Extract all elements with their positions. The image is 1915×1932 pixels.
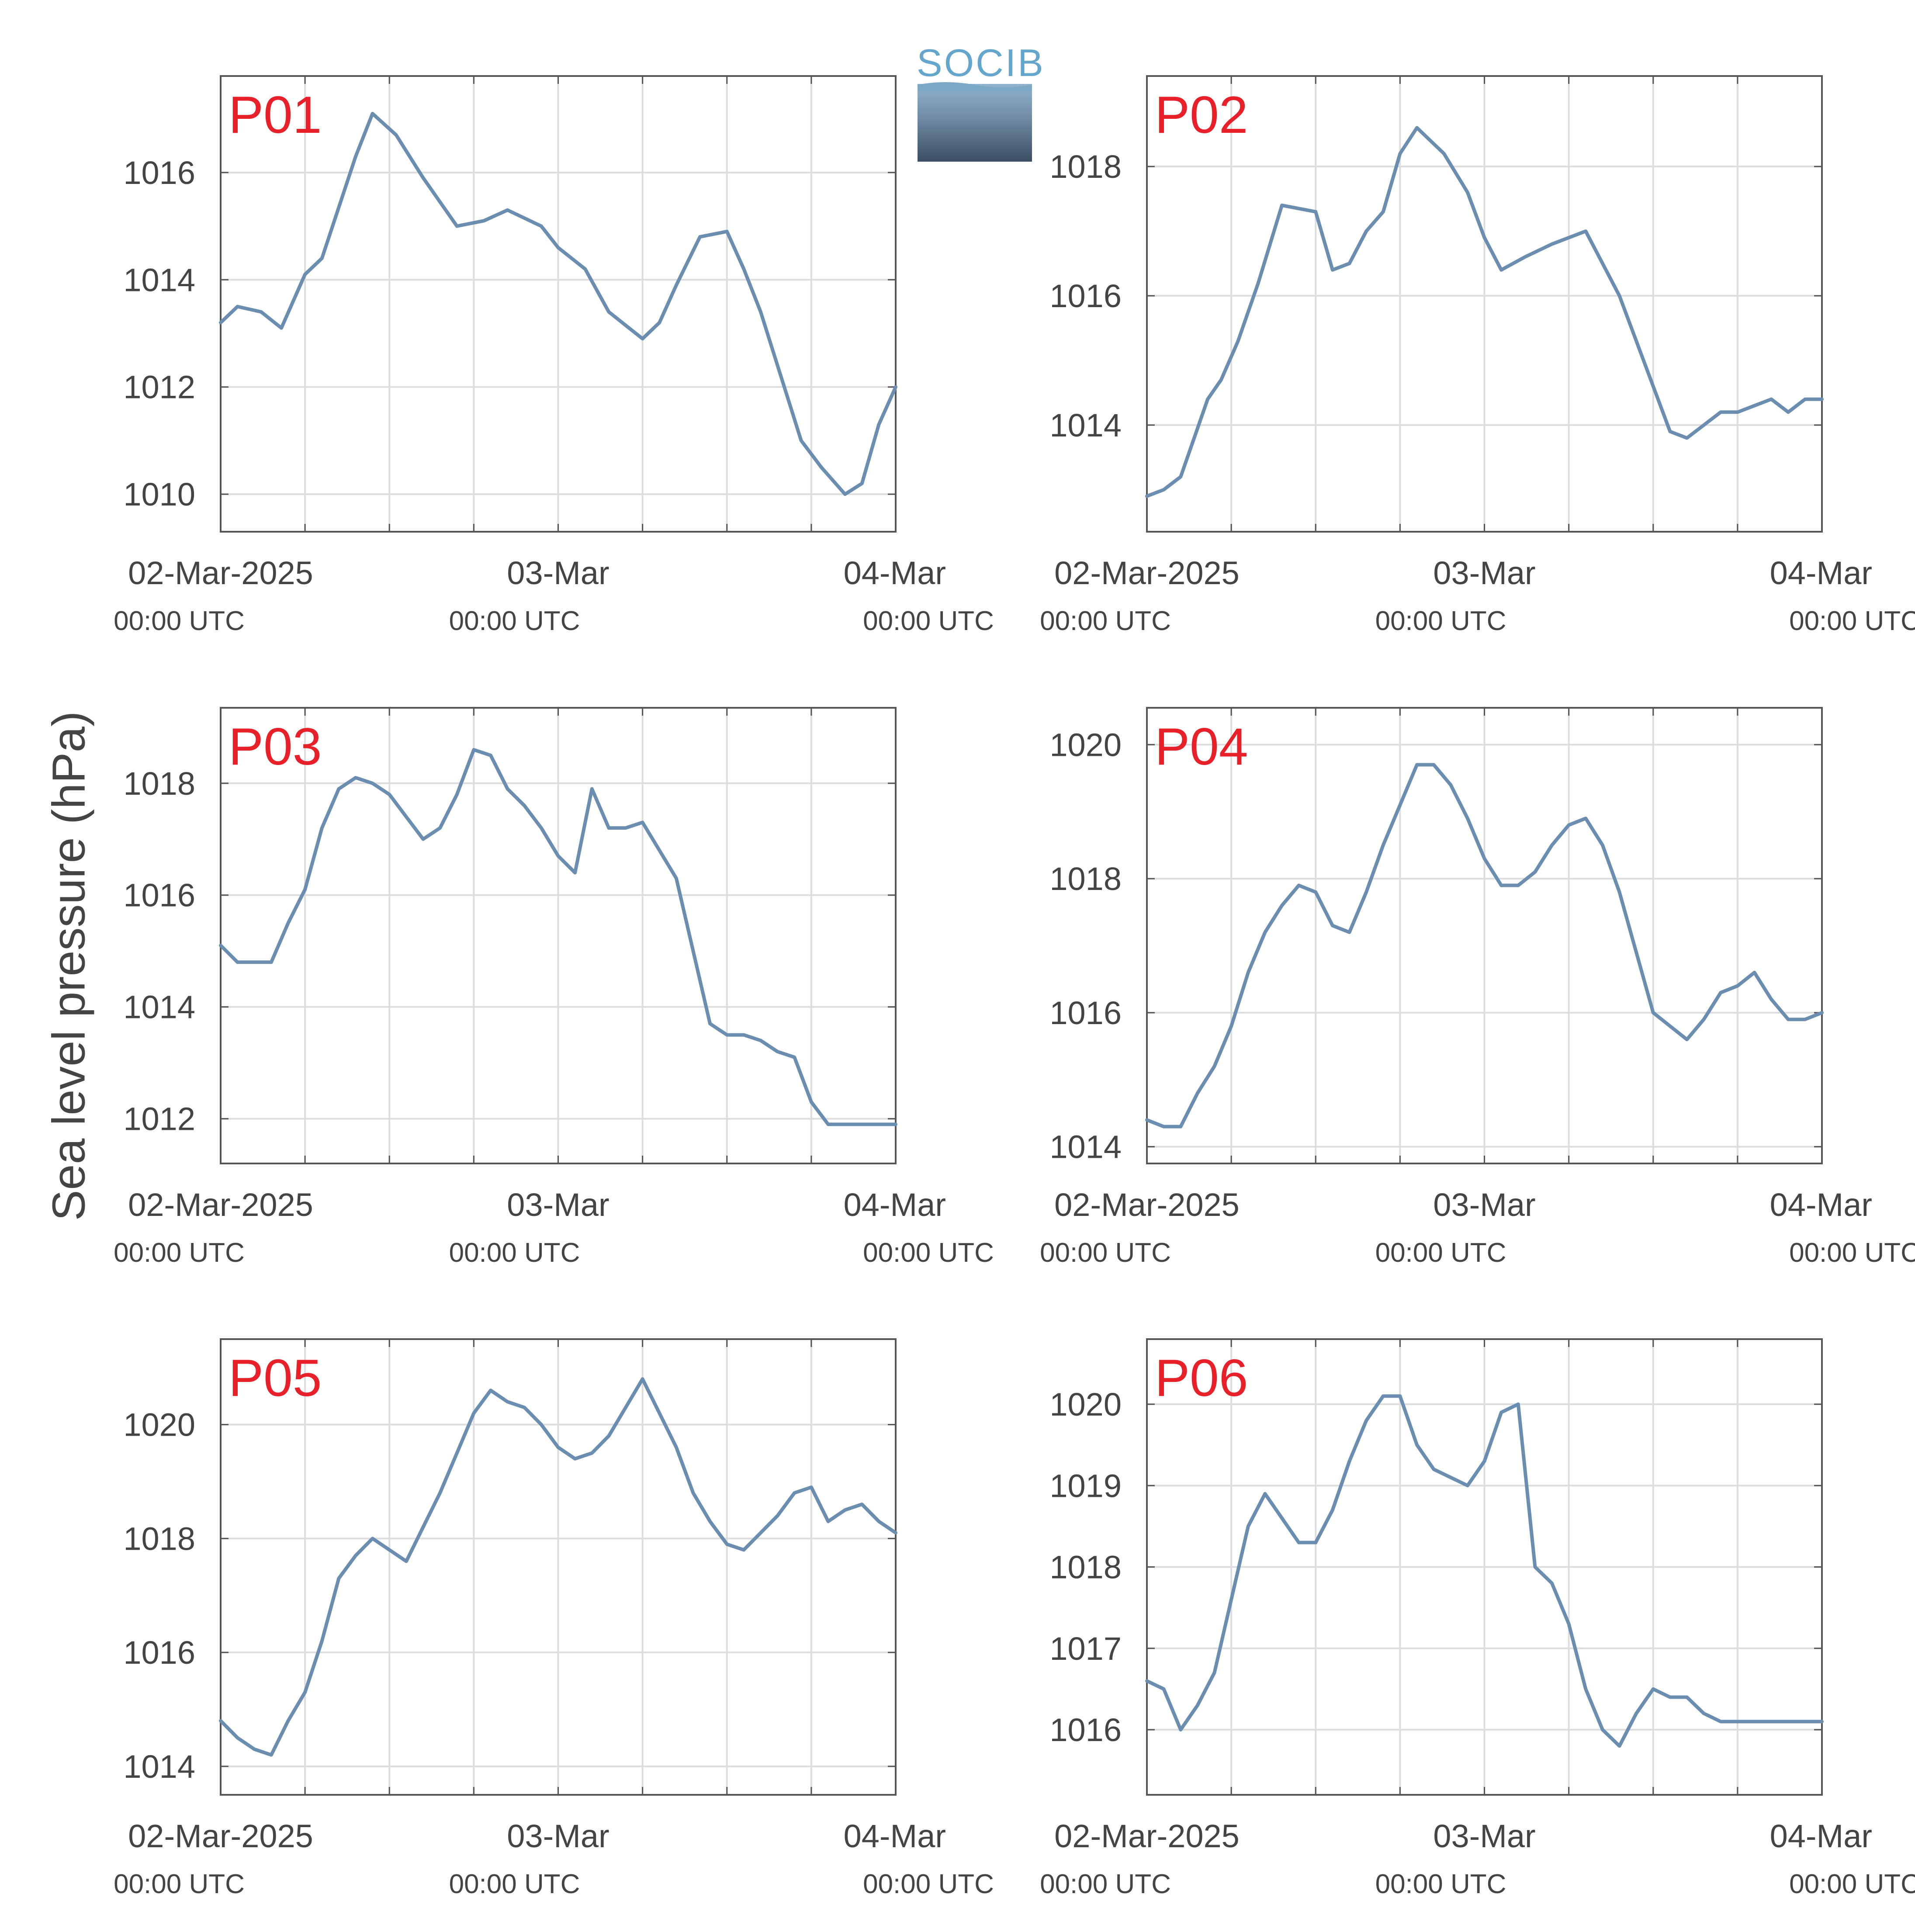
x-tick-date-label: 03-Mar bbox=[1433, 1187, 1535, 1223]
x-tick-time-label: 00:00 UTC bbox=[1375, 606, 1506, 636]
chart-panel-p05: 1014 1016 1018 1020 P05 02-Mar-2025 00:00 UTC 0… bbox=[114, 1338, 994, 1899]
y-tick-label: 1014 bbox=[1049, 407, 1122, 443]
x-tick-date-label: 02-Mar-2025 bbox=[1054, 555, 1240, 591]
y-tick-label: 1016 bbox=[123, 155, 195, 191]
x-tick-date-label: 04-Mar bbox=[1770, 555, 1872, 591]
x-tick-date-label: 04-Mar bbox=[1770, 1187, 1872, 1223]
y-tick-label: 1020 bbox=[1049, 727, 1122, 763]
x-tick-date-label: 04-Mar bbox=[1770, 1818, 1872, 1854]
chart-panel-p03: 1012 1014 1016 1018 P03 02-Mar-2025 00:00 UTC 0… bbox=[114, 707, 994, 1268]
x-tick-time-label: 00:00 UTC bbox=[114, 1238, 245, 1268]
x-tick-date-label: 03-Mar bbox=[507, 1818, 609, 1854]
x-tick-date-label: 02-Mar-2025 bbox=[1054, 1187, 1240, 1223]
x-tick-time-label: 00:00 UTC bbox=[449, 1238, 580, 1268]
chart-panel-p02: 1014 1016 1018 P02 02-Mar-2025 00:00 UTC 03-Ma… bbox=[1040, 75, 1915, 636]
panel-title: P01 bbox=[229, 86, 322, 144]
y-tick-label: 1018 bbox=[1049, 149, 1122, 185]
logo-gradient-block bbox=[918, 84, 1032, 162]
plot-frame bbox=[220, 707, 897, 1164]
plot-frame bbox=[1146, 1338, 1823, 1796]
x-tick-date-label: 04-Mar bbox=[844, 555, 946, 591]
panel-title: P06 bbox=[1155, 1349, 1248, 1407]
x-tick-time-label: 00:00 UTC bbox=[863, 1869, 994, 1899]
panel-title: P03 bbox=[229, 717, 322, 776]
x-tick-date-label: 03-Mar bbox=[507, 555, 609, 591]
series-line-p05 bbox=[219, 1377, 897, 1757]
x-tick-time-label: 00:00 UTC bbox=[449, 1869, 580, 1899]
x-tick-time-label: 00:00 UTC bbox=[1375, 1869, 1506, 1899]
y-tick-label: 1020 bbox=[1049, 1386, 1122, 1423]
y-tick-label: 1018 bbox=[123, 765, 195, 802]
y-tick-label: 1014 bbox=[123, 1748, 195, 1785]
y-tick-label: 1012 bbox=[123, 1101, 195, 1137]
x-tick-time-label: 00:00 UTC bbox=[863, 606, 994, 636]
y-tick-label: 1019 bbox=[1049, 1468, 1122, 1504]
x-tick-date-label: 03-Mar bbox=[1433, 1818, 1535, 1854]
y-tick-label: 1014 bbox=[123, 989, 195, 1025]
x-tick-time-label: 00:00 UTC bbox=[1375, 1238, 1506, 1268]
logo-text: SOCIB bbox=[917, 41, 1045, 84]
y-tick-label: 1016 bbox=[1049, 995, 1122, 1031]
chart-panel-p01: 1010 1012 1014 1016 P01 02-Mar-2025 00:00 UTC 0… bbox=[114, 75, 994, 636]
y-tick-label: 1014 bbox=[123, 262, 195, 298]
y-tick-label: 1018 bbox=[1049, 1549, 1122, 1586]
x-tick-time-label: 00:00 UTC bbox=[1789, 606, 1915, 636]
y-tick-label: 1012 bbox=[123, 369, 195, 405]
x-tick-time-label: 00:00 UTC bbox=[1789, 1238, 1915, 1268]
y-tick-label: 1016 bbox=[1049, 1712, 1122, 1748]
plot-frame bbox=[220, 1338, 897, 1796]
x-tick-time-label: 00:00 UTC bbox=[1789, 1869, 1915, 1899]
x-tick-time-label: 00:00 UTC bbox=[1040, 1238, 1171, 1268]
panel-title: P04 bbox=[1155, 717, 1248, 776]
series-line-p03 bbox=[219, 748, 897, 1126]
x-tick-date-label: 02-Mar-2025 bbox=[1054, 1818, 1240, 1854]
panel-title: P05 bbox=[229, 1349, 322, 1407]
y-tick-label: 1018 bbox=[123, 1520, 195, 1557]
x-tick-time-label: 00:00 UTC bbox=[1040, 606, 1171, 636]
x-tick-time-label: 00:00 UTC bbox=[449, 606, 580, 636]
logo-wave bbox=[918, 82, 1032, 91]
chart-panel-p06: 1016 1017 1018 1019 1020 P06 02-Mar-2025 00:00 … bbox=[1040, 1338, 1915, 1899]
plot-frame bbox=[220, 75, 897, 533]
series-line-p01 bbox=[219, 111, 897, 496]
y-tick-label: 1018 bbox=[1049, 861, 1122, 897]
x-tick-date-label: 03-Mar bbox=[507, 1187, 609, 1223]
plot-frame bbox=[1146, 75, 1823, 533]
y-tick-label: 1016 bbox=[123, 1634, 195, 1671]
x-tick-date-label: 02-Mar-2025 bbox=[128, 1187, 313, 1223]
y-tick-label: 1017 bbox=[1049, 1631, 1122, 1667]
x-tick-date-label: 03-Mar bbox=[1433, 555, 1535, 591]
chart-panel-p04: 1014 1016 1018 1020 P04 02-Mar-2025 00:00 UTC 0… bbox=[1040, 707, 1915, 1268]
x-tick-time-label: 00:00 UTC bbox=[114, 606, 245, 636]
socib-logo: SOCIB bbox=[917, 41, 1045, 164]
x-tick-date-label: 02-Mar-2025 bbox=[128, 555, 313, 591]
x-tick-time-label: 00:00 UTC bbox=[863, 1238, 994, 1268]
x-tick-time-label: 00:00 UTC bbox=[1040, 1869, 1171, 1899]
y-tick-label: 1016 bbox=[1049, 278, 1122, 314]
series-line-p06 bbox=[1145, 1394, 1824, 1748]
y-tick-label: 1020 bbox=[123, 1407, 195, 1443]
plot-frame bbox=[1146, 707, 1823, 1164]
x-tick-date-label: 04-Mar bbox=[844, 1187, 946, 1223]
x-tick-date-label: 04-Mar bbox=[844, 1818, 946, 1854]
y-tick-label: 1016 bbox=[123, 877, 195, 914]
y-tick-label: 1014 bbox=[1049, 1129, 1122, 1165]
x-tick-time-label: 00:00 UTC bbox=[114, 1869, 245, 1899]
series-line-p02 bbox=[1145, 126, 1824, 498]
series-line-p04 bbox=[1145, 763, 1824, 1129]
panel-title: P02 bbox=[1155, 86, 1248, 144]
x-tick-date-label: 02-Mar-2025 bbox=[128, 1818, 313, 1854]
y-tick-label: 1010 bbox=[123, 476, 195, 512]
